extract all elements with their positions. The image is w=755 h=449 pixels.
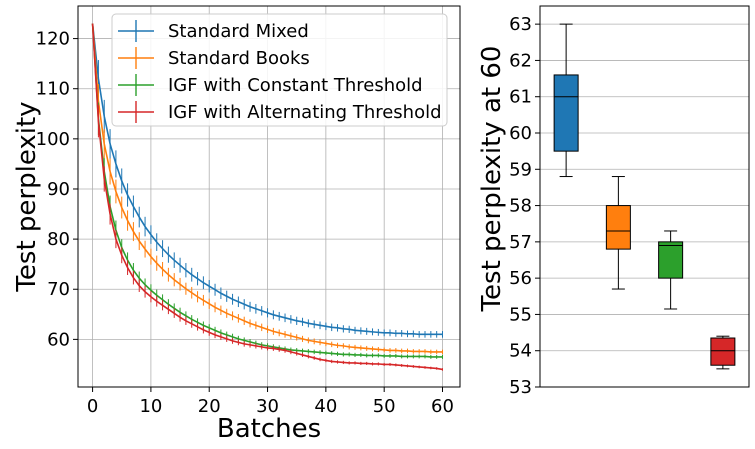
legend-entry: IGF with Constant Threshold [118, 74, 423, 96]
legend: Standard Mixed Standard Books IGF with Con… [111, 13, 448, 127]
y-tick-label: 59 [509, 159, 532, 180]
legend-box [111, 13, 448, 127]
axis-ticks: 0 10 20 30 40 50 60 60 70 80 90 100 110 120 [36, 29, 454, 417]
y-tick-label: 60 [509, 123, 532, 144]
x-tick-label: 20 [198, 396, 221, 417]
y-tick-label: 53 [509, 377, 532, 398]
box-body [553, 74, 579, 152]
y-tick-label: 61 [509, 87, 532, 108]
x-tick-label: 0 [87, 396, 98, 417]
boxes [553, 23, 736, 370]
plot-frame [77, 5, 461, 388]
y-tick-label: 60 [47, 329, 70, 350]
y-tick-label: 56 [509, 268, 532, 289]
y-tick-label: 57 [509, 232, 532, 253]
line-chart: 0 10 20 30 40 50 60 60 70 80 90 100 110 120 Batches T… [12, 5, 461, 444]
y-axis-label: Test perplexity [12, 101, 42, 292]
y-tick-label: 62 [509, 50, 532, 71]
y-tick-label: 100 [36, 129, 70, 150]
axis-ticks: 53 54 55 56 57 58 59 60 61 62 63 [509, 14, 540, 398]
y-tick-label: 90 [47, 179, 70, 200]
y-tick-label: 63 [509, 14, 532, 35]
y-tick-label: 120 [36, 29, 70, 50]
series-lines [91, 23, 444, 371]
box-plot: 53 54 55 56 57 58 59 60 61 62 63 Test perplexity a… [477, 5, 750, 398]
series-1 [91, 23, 444, 355]
y-axis-label: Test perplexity at 60 [477, 46, 507, 313]
x-axis-label: Batches [217, 414, 321, 444]
y-tick-label: 110 [36, 79, 70, 100]
legend-entry: IGF with Alternating Threshold [118, 101, 442, 123]
x-tick-label: 10 [139, 396, 162, 417]
box-body [605, 205, 631, 250]
x-tick-label: 30 [256, 396, 279, 417]
x-tick-label: 60 [431, 396, 454, 417]
box-1 [605, 176, 631, 290]
legend-label: Standard Books [168, 48, 310, 69]
box-0 [553, 23, 579, 178]
box-body [658, 241, 684, 279]
y-tick-label: 55 [509, 304, 532, 325]
x-tick-label: 50 [373, 396, 396, 417]
legend-label: Standard Mixed [168, 21, 309, 42]
plot-frame [539, 5, 750, 388]
y-tick-label: 58 [509, 196, 532, 217]
legend-entry: Standard Books [118, 47, 310, 69]
box-body [710, 337, 736, 366]
legend-label: IGF with Alternating Threshold [168, 102, 442, 123]
x-tick-label: 40 [314, 396, 337, 417]
series-0 [91, 23, 444, 338]
box-2 [658, 230, 684, 310]
series-3 [91, 23, 444, 371]
box-3 [710, 335, 736, 370]
legend-label: IGF with Constant Threshold [168, 75, 423, 96]
y-tick-label: 80 [47, 229, 70, 250]
y-tick-label: 54 [509, 341, 532, 362]
legend-entry: Standard Mixed [118, 20, 309, 42]
y-tick-label: 70 [47, 279, 70, 300]
